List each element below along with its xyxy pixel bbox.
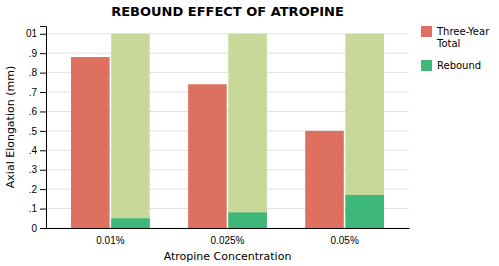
x-tick-label: 0.025% bbox=[211, 235, 245, 246]
y-tick: .6 bbox=[29, 106, 46, 117]
y-tick-mark bbox=[40, 228, 46, 229]
bar bbox=[71, 57, 110, 228]
legend-label: Three-YearTotal bbox=[436, 26, 490, 49]
bar bbox=[305, 131, 344, 228]
bar bbox=[228, 34, 267, 228]
x-tick-label: 0.05% bbox=[330, 235, 358, 246]
y-tick-mark bbox=[40, 53, 46, 54]
x-axis-title: Atropine Concentration bbox=[164, 250, 292, 263]
x-tick-label: 0.01% bbox=[96, 235, 124, 246]
x-tick: 0.025% bbox=[211, 235, 245, 246]
y-tick-label: 0 bbox=[31, 223, 37, 234]
series bbox=[111, 195, 384, 228]
y-tick: .4 bbox=[29, 145, 46, 156]
bar bbox=[188, 84, 227, 228]
y-tick: .2 bbox=[29, 184, 46, 195]
y-tick-label: .1 bbox=[29, 203, 38, 214]
y-tick-mark bbox=[40, 131, 46, 132]
y-tick-mark bbox=[40, 189, 46, 190]
legend-label-line: Total bbox=[436, 38, 460, 49]
y-tick: .7 bbox=[29, 87, 46, 98]
legend-swatch bbox=[421, 26, 432, 37]
x-axis: 0.01% 0.025% 0.05% bbox=[47, 229, 410, 247]
y-tick-label: .8 bbox=[29, 67, 38, 78]
y-tick: .9 bbox=[29, 48, 46, 59]
y-axis: 0 .1 .2 .3 .4 .5 .6 .7 .8 .9 01 bbox=[26, 27, 47, 234]
bar bbox=[111, 218, 150, 228]
y-tick-label: .9 bbox=[29, 48, 38, 59]
y-tick-mark bbox=[40, 73, 46, 74]
legend-label-line: Three-Year bbox=[436, 26, 490, 37]
y-tick-mark bbox=[40, 209, 46, 210]
y-tick-mark bbox=[40, 92, 46, 93]
y-tick-label: .2 bbox=[29, 184, 38, 195]
title: REBOUND EFFECT OF ATROPINE bbox=[111, 4, 344, 19]
y-tick: .3 bbox=[29, 164, 46, 175]
legend-label: Rebound bbox=[437, 60, 481, 71]
x-axis-line bbox=[47, 228, 410, 229]
y-tick-mark bbox=[40, 34, 46, 35]
legend-swatch bbox=[421, 60, 432, 71]
y-tick-label: .6 bbox=[29, 106, 38, 117]
legend-item: Rebound bbox=[421, 60, 481, 71]
legend: Three-YearTotal Rebound bbox=[421, 26, 490, 71]
y-tick: 01 bbox=[26, 28, 46, 39]
y-axis-title: Axial Elongation (mm) bbox=[4, 66, 17, 188]
bars bbox=[71, 34, 384, 228]
bar bbox=[345, 195, 384, 228]
y-tick: .1 bbox=[29, 203, 46, 214]
y-axis-line bbox=[40, 27, 47, 229]
y-tick-mark bbox=[40, 150, 46, 151]
plot: 0 .1 .2 .3 .4 .5 .6 .7 .8 .9 01 0.01% 0.025% 0.05% Atr… bbox=[4, 27, 410, 264]
grid bbox=[46, 34, 409, 228]
legend-item: Three-YearTotal bbox=[421, 26, 490, 49]
chart: REBOUND EFFECT OF ATROPINE 0 .1 .2 .3 .4 .5 .6.… bbox=[0, 0, 499, 266]
x-tick: 0.05% bbox=[330, 235, 358, 246]
y-tick-mark bbox=[40, 111, 46, 112]
legend-label-line: Rebound bbox=[437, 60, 481, 71]
y-tick: 0 bbox=[31, 223, 46, 234]
x-tick: 0.01% bbox=[96, 235, 124, 246]
y-tick-label: .4 bbox=[29, 145, 38, 156]
series bbox=[111, 34, 384, 228]
bar bbox=[228, 212, 267, 228]
y-tick-label: .5 bbox=[29, 126, 38, 137]
y-tick-mark bbox=[40, 170, 46, 171]
bar bbox=[111, 34, 150, 228]
y-tick-label: .7 bbox=[29, 87, 38, 98]
y-tick: .5 bbox=[29, 126, 46, 137]
bar bbox=[345, 34, 384, 228]
y-tick-label: .3 bbox=[29, 164, 38, 175]
y-tick-label: 01 bbox=[26, 28, 38, 39]
y-tick: .8 bbox=[29, 67, 46, 78]
